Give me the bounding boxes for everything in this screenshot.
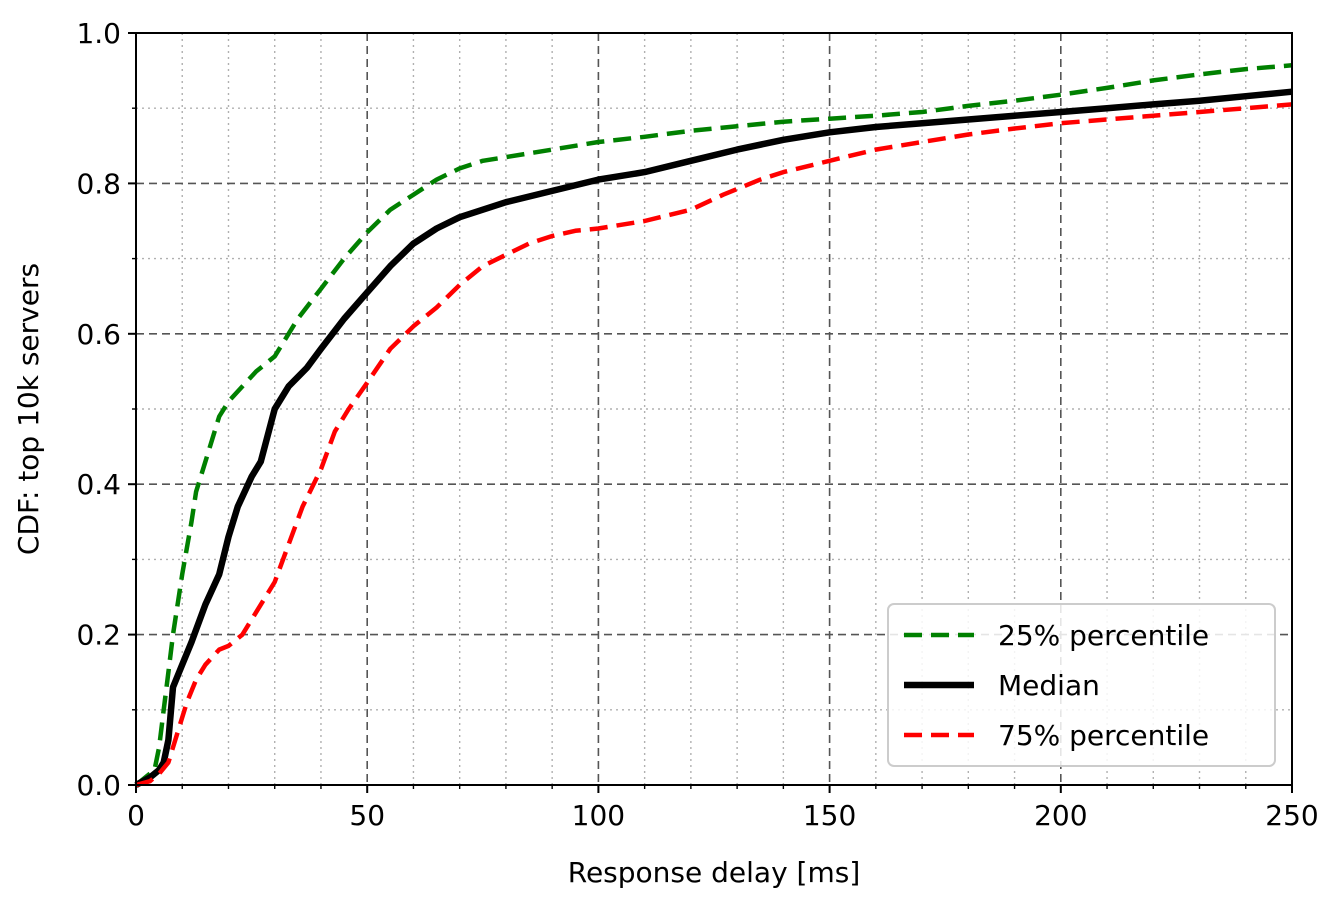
legend-label-1: Median	[998, 669, 1100, 702]
y-tick-label: 0.6	[76, 318, 121, 351]
y-tick-label: 1.0	[76, 17, 121, 50]
y-tick-label: 0.4	[76, 468, 121, 501]
x-tick-label: 0	[127, 799, 145, 832]
x-tick-label: 150	[803, 799, 856, 832]
y-tick-label: 0.0	[76, 769, 121, 802]
ticks: 0 50 100 150 200 250 0.0 0.2 0.4 0.6 0.8 1.0	[76, 17, 1318, 832]
y-axis-label: CDF: top 10k servers	[12, 263, 45, 555]
legend-label-0: 25% percentile	[998, 619, 1209, 652]
x-tick-label: 250	[1265, 799, 1318, 832]
x-tick-label: 100	[572, 799, 625, 832]
y-tick-label: 0.8	[76, 167, 121, 200]
series-line-0	[134, 63, 1293, 787]
series-line-1	[134, 88, 1293, 788]
legend-label-2: 75% percentile	[998, 719, 1209, 752]
y-tick-label: 0.2	[76, 619, 121, 652]
x-axis-label: Response delay [ms]	[568, 856, 861, 889]
x-tick-label: 50	[349, 799, 385, 832]
legend: 25% percentile Median 75% percentile	[887, 603, 1276, 767]
series-line-2	[135, 102, 1293, 788]
x-tick-label: 200	[1034, 799, 1087, 832]
series-group	[134, 63, 1293, 788]
legend-box	[887, 603, 1276, 767]
